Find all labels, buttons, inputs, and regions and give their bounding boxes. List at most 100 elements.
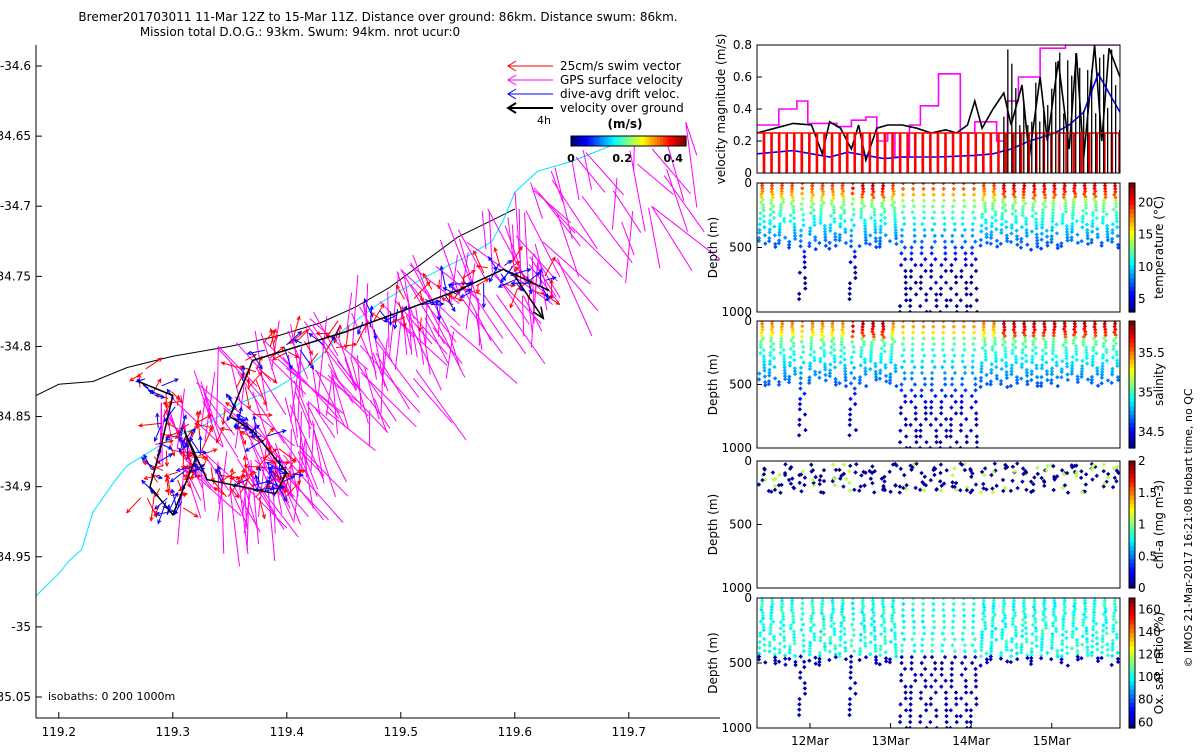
profile-sample: [969, 690, 973, 694]
profile-sample: [965, 304, 969, 308]
profile-sample: [898, 490, 902, 494]
profile-sample: [949, 405, 953, 409]
profile-sample: [828, 229, 832, 233]
profile-sample: [934, 428, 938, 432]
colorbar-tick-label: 60: [1138, 715, 1153, 729]
profile-sample: [908, 304, 912, 308]
profile-sample: [990, 207, 994, 211]
colorbar-axis-label: temperature (°C): [1152, 196, 1166, 299]
gps-velocity-vector: [447, 328, 460, 370]
profile-sample: [882, 620, 886, 624]
profile-sample: [929, 269, 933, 273]
profile-sample: [923, 377, 927, 381]
profile-sample: [803, 428, 807, 432]
profile-sample: [914, 428, 918, 432]
colorbar-cell: [1129, 558, 1135, 563]
profile-sample: [1031, 342, 1035, 346]
profile-sample: [1084, 206, 1088, 210]
profile-sample: [949, 684, 953, 688]
profile-sample: [824, 378, 828, 382]
profile-sample: [1106, 238, 1110, 242]
profile-sample: [857, 658, 861, 662]
profile-sample: [1040, 366, 1044, 370]
profile-sample: [940, 661, 944, 665]
profile-sample: [959, 400, 963, 404]
profile-sample: [899, 673, 903, 677]
profile-sample: [801, 360, 805, 364]
profile-sample: [801, 197, 805, 201]
profile-sample: [869, 359, 873, 363]
profile-sample: [1040, 357, 1044, 361]
profile-sample: [1033, 620, 1037, 624]
profile-sample: [849, 665, 853, 669]
colorbar-cell: [1129, 641, 1135, 646]
profile-sample: [878, 647, 882, 651]
profile-sample: [833, 365, 837, 369]
profile-sample: [883, 216, 887, 220]
colorbar-cell: [1129, 685, 1135, 690]
profile-sample: [973, 239, 977, 243]
profile-sample: [798, 381, 802, 385]
colorbar-cell: [1129, 580, 1135, 585]
profile-sample: [890, 619, 894, 623]
colorbar-cell: [1129, 205, 1135, 210]
profile-sample: [1065, 372, 1069, 376]
profile-sample: [807, 658, 811, 662]
profile-sample: [999, 231, 1003, 235]
profile-sample: [1056, 246, 1060, 250]
profile-sample: [912, 234, 916, 238]
profile-sample: [1070, 635, 1074, 639]
gps-velocity-vector: [411, 314, 447, 355]
profile-sample: [923, 382, 927, 386]
profile-sample: [909, 251, 913, 255]
profile-sample: [829, 618, 833, 622]
gps-velocity-vector: [381, 351, 384, 414]
profile-sample: [849, 239, 853, 243]
profile-sample: [902, 473, 906, 477]
profile-sample: [1090, 645, 1094, 649]
profile-sample: [798, 386, 802, 390]
colorbar-cell: [1129, 209, 1135, 214]
profile-sample: [898, 720, 902, 724]
colorbar-cell: [1129, 628, 1135, 633]
swim-vector: [476, 279, 489, 286]
profile-sample: [909, 388, 913, 392]
profile-sample: [995, 239, 999, 243]
profile-sample: [1034, 638, 1038, 642]
profile-sample: [1035, 244, 1039, 248]
profile-sample: [948, 298, 952, 302]
profile-sample: [973, 382, 977, 386]
profile-sample: [798, 271, 802, 275]
profile-sample: [953, 371, 957, 375]
colorbar-tick-label: 0.4: [663, 152, 683, 165]
profile-sample: [797, 433, 801, 437]
profile-sample: [990, 624, 994, 628]
profile-sample: [797, 292, 801, 296]
profile-sample: [930, 371, 934, 375]
profile-sample: [1102, 469, 1106, 473]
profile-sample: [848, 418, 852, 422]
profile-sample: [800, 601, 804, 605]
profile-sample: [1095, 647, 1099, 651]
profile-sample: [929, 251, 933, 255]
profile-sample: [849, 638, 853, 642]
profile-sample: [773, 245, 777, 249]
profile-sample: [800, 202, 804, 206]
profile-sample: [799, 228, 803, 232]
profile-sample: [801, 212, 805, 216]
profile-sample: [939, 292, 943, 296]
profile-sample: [910, 377, 914, 381]
profile-sample: [922, 228, 926, 232]
profile-sample: [953, 649, 957, 653]
profile-sample: [1109, 381, 1113, 385]
profile-sample: [952, 614, 956, 618]
profile-sample: [933, 661, 937, 665]
profile-sample: [1062, 602, 1066, 606]
profile-sample: [942, 222, 946, 226]
profile-sample: [829, 351, 833, 355]
profile-sample: [950, 661, 954, 665]
profile-sample: [962, 204, 966, 208]
profile-sample: [944, 304, 948, 308]
profile-sample: [970, 661, 974, 665]
colorbar-cell: [1129, 418, 1135, 423]
